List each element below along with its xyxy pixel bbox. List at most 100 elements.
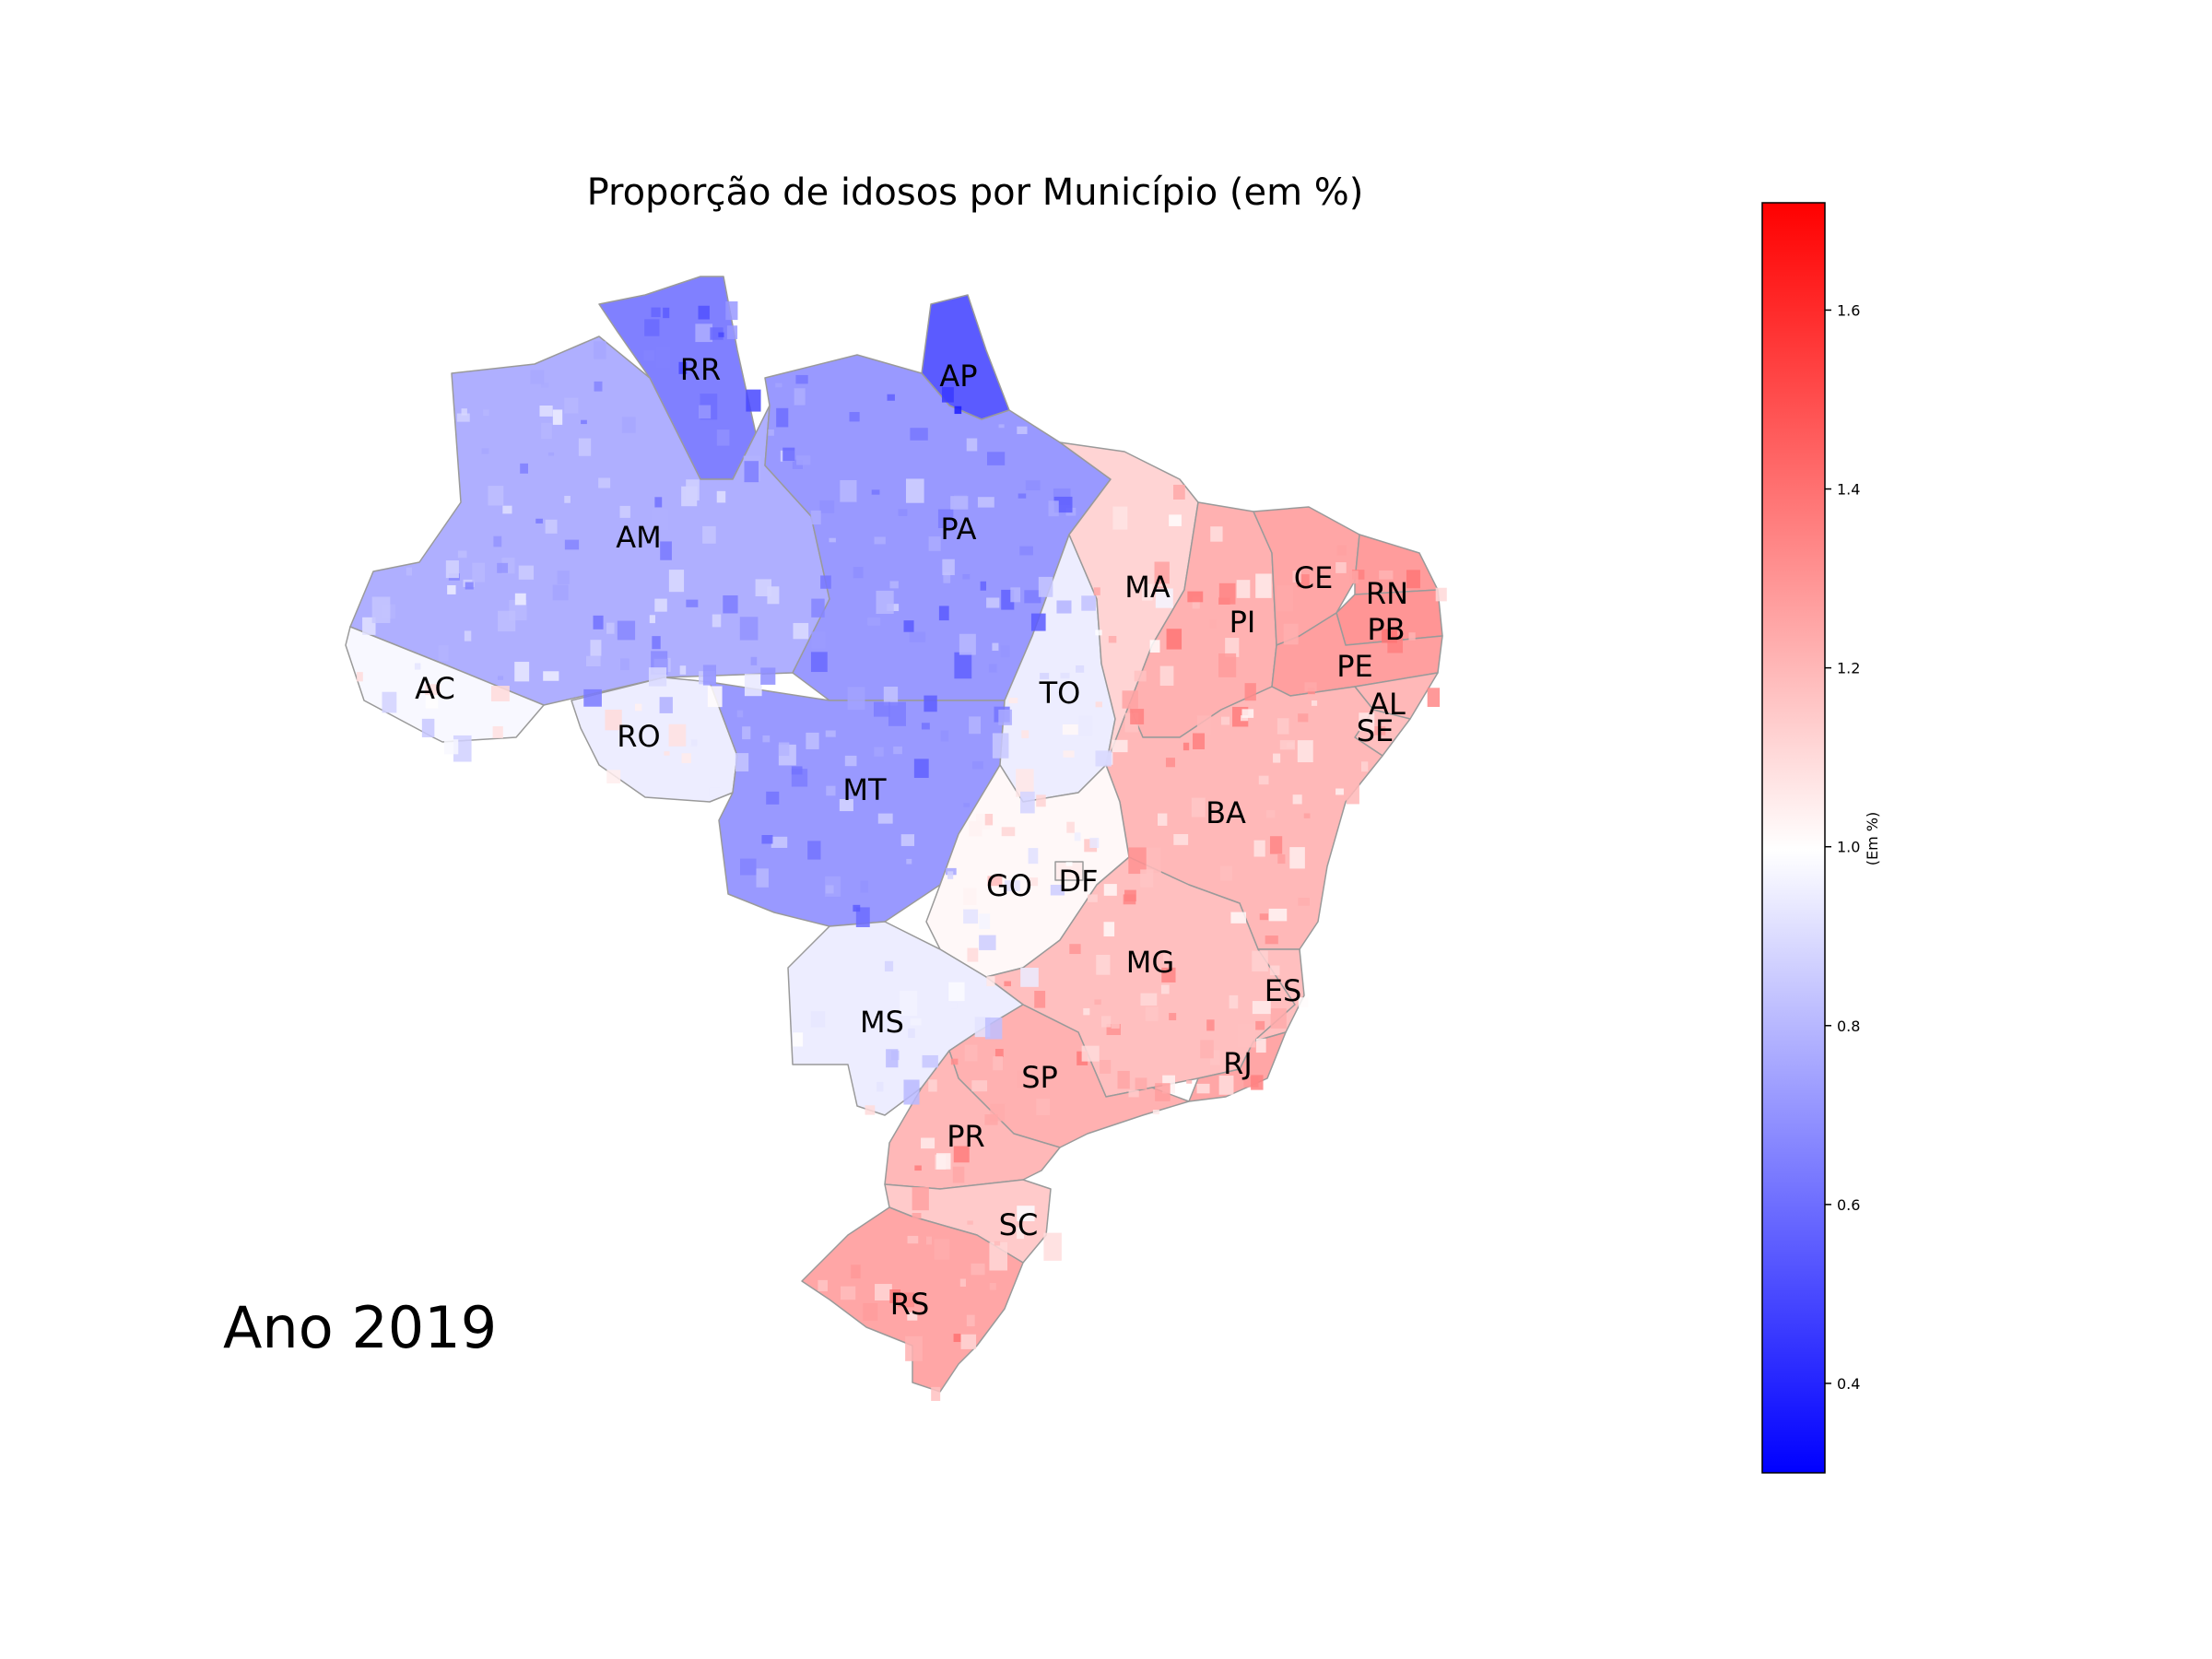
municipality-cell bbox=[1210, 1050, 1220, 1065]
municipality-cell bbox=[860, 880, 868, 893]
municipality-cell bbox=[654, 598, 667, 612]
municipality-cell bbox=[1030, 613, 1046, 631]
state-label-to: TO bbox=[1039, 676, 1081, 711]
municipality-cell bbox=[1277, 854, 1286, 865]
municipality-cell bbox=[1020, 967, 1039, 987]
colorbar-tick-label: 1.4 bbox=[1837, 481, 1860, 499]
municipality-cell bbox=[695, 324, 713, 343]
colorbar-ticks: 0.4 0.6 0.8 1.0 1.2 1.4 1.6 bbox=[1825, 301, 1860, 1393]
municipality-cell bbox=[1028, 848, 1039, 865]
municipality-cell bbox=[888, 701, 906, 726]
municipality-cell bbox=[963, 909, 979, 924]
municipality-cell bbox=[853, 904, 861, 912]
municipality-cell bbox=[950, 1058, 959, 1065]
municipality-cell bbox=[1065, 862, 1073, 866]
municipality-cell bbox=[1406, 570, 1420, 589]
municipality-cell bbox=[654, 497, 663, 508]
municipality-cell bbox=[966, 1314, 975, 1327]
municipality-cell bbox=[851, 1265, 861, 1279]
municipality-cell bbox=[1268, 908, 1288, 922]
municipality-cell bbox=[778, 742, 790, 757]
municipality-cell bbox=[709, 787, 721, 797]
municipality-cell bbox=[1145, 1006, 1159, 1021]
municipality-cell bbox=[1289, 847, 1305, 869]
municipality-cell bbox=[545, 519, 558, 534]
municipality-cell bbox=[1169, 514, 1182, 526]
municipality-cell bbox=[1435, 587, 1447, 602]
municipality-cell bbox=[1066, 821, 1075, 833]
municipality-cell bbox=[1074, 832, 1081, 841]
municipality-cell bbox=[897, 1292, 915, 1308]
municipality-cell bbox=[1298, 713, 1309, 723]
municipality-cell bbox=[1265, 935, 1278, 945]
municipality-cell bbox=[1193, 733, 1206, 749]
municipality-cell bbox=[1017, 1227, 1024, 1240]
municipality-cell bbox=[492, 726, 503, 738]
municipality-cell bbox=[541, 382, 549, 388]
municipality-cell bbox=[493, 535, 502, 547]
municipality-cell bbox=[1382, 629, 1397, 643]
municipality-cell bbox=[1277, 718, 1289, 735]
municipality-cell bbox=[1155, 1083, 1171, 1101]
municipality-cell bbox=[819, 500, 835, 513]
municipality-cell bbox=[987, 876, 1003, 887]
municipality-cell bbox=[1253, 840, 1265, 857]
municipality-cell bbox=[1276, 585, 1294, 612]
municipality-cell bbox=[1034, 991, 1046, 1008]
municipality-cell bbox=[1001, 827, 1016, 837]
municipality-cell bbox=[590, 640, 602, 656]
municipality-cell bbox=[668, 724, 687, 747]
municipality-cell bbox=[1311, 700, 1318, 706]
municipality-cell bbox=[971, 1080, 988, 1092]
municipality-cell bbox=[807, 841, 821, 860]
municipality-cell bbox=[889, 1289, 901, 1303]
colorbar-tick-label: 1.2 bbox=[1837, 660, 1860, 677]
state-label-al: AL bbox=[1369, 687, 1406, 722]
municipality-cell bbox=[663, 307, 670, 319]
municipality-cell bbox=[1040, 673, 1050, 679]
municipality-cell bbox=[998, 424, 1005, 429]
municipality-cell bbox=[656, 346, 671, 369]
municipality-cell bbox=[968, 820, 982, 837]
municipality-cell bbox=[1096, 954, 1111, 975]
municipality-cell bbox=[992, 733, 1009, 759]
municipality-cell bbox=[989, 1241, 1008, 1271]
municipality-cell bbox=[874, 536, 886, 545]
municipality-cell bbox=[619, 505, 630, 518]
municipality-cell bbox=[912, 1213, 922, 1219]
municipality-cell bbox=[1100, 1060, 1112, 1074]
municipality-cell bbox=[1196, 1083, 1210, 1094]
colorbar-tick-label: 0.8 bbox=[1837, 1018, 1860, 1035]
municipality-cell bbox=[756, 868, 769, 888]
municipality-cell bbox=[1160, 984, 1170, 994]
municipality-cell bbox=[1220, 716, 1230, 725]
municipality-cell bbox=[1010, 587, 1021, 603]
municipality-cell bbox=[1134, 670, 1147, 682]
colorbar-tick-label: 0.6 bbox=[1837, 1196, 1860, 1214]
municipality-cell bbox=[543, 671, 559, 681]
municipality-cell bbox=[1298, 897, 1310, 906]
municipality-cell bbox=[644, 319, 660, 336]
municipality-cell bbox=[1018, 493, 1027, 499]
municipality-cell bbox=[953, 1334, 961, 1343]
municipality-cell bbox=[1292, 794, 1302, 805]
municipality-cell bbox=[668, 570, 685, 593]
municipality-cell bbox=[735, 753, 749, 772]
municipality-cell bbox=[877, 1081, 884, 1092]
municipality-cell bbox=[1335, 562, 1347, 573]
municipality-cell bbox=[1043, 1232, 1062, 1261]
municipality-cell bbox=[825, 885, 834, 894]
municipality-cell bbox=[963, 803, 971, 807]
colorbar-tick-label: 1.6 bbox=[1837, 301, 1860, 319]
state-label-ms: MS bbox=[860, 1005, 904, 1040]
municipality-cell bbox=[998, 709, 1012, 725]
municipality-cell bbox=[984, 1018, 1003, 1040]
state-label-pa: PA bbox=[940, 512, 976, 547]
municipality-cell bbox=[928, 1079, 937, 1092]
municipality-cell bbox=[557, 571, 570, 584]
state-label-rn: RN bbox=[1366, 576, 1408, 611]
municipality-cell bbox=[950, 1002, 958, 1009]
municipality-cell bbox=[826, 785, 836, 796]
municipality-cell bbox=[775, 382, 782, 388]
